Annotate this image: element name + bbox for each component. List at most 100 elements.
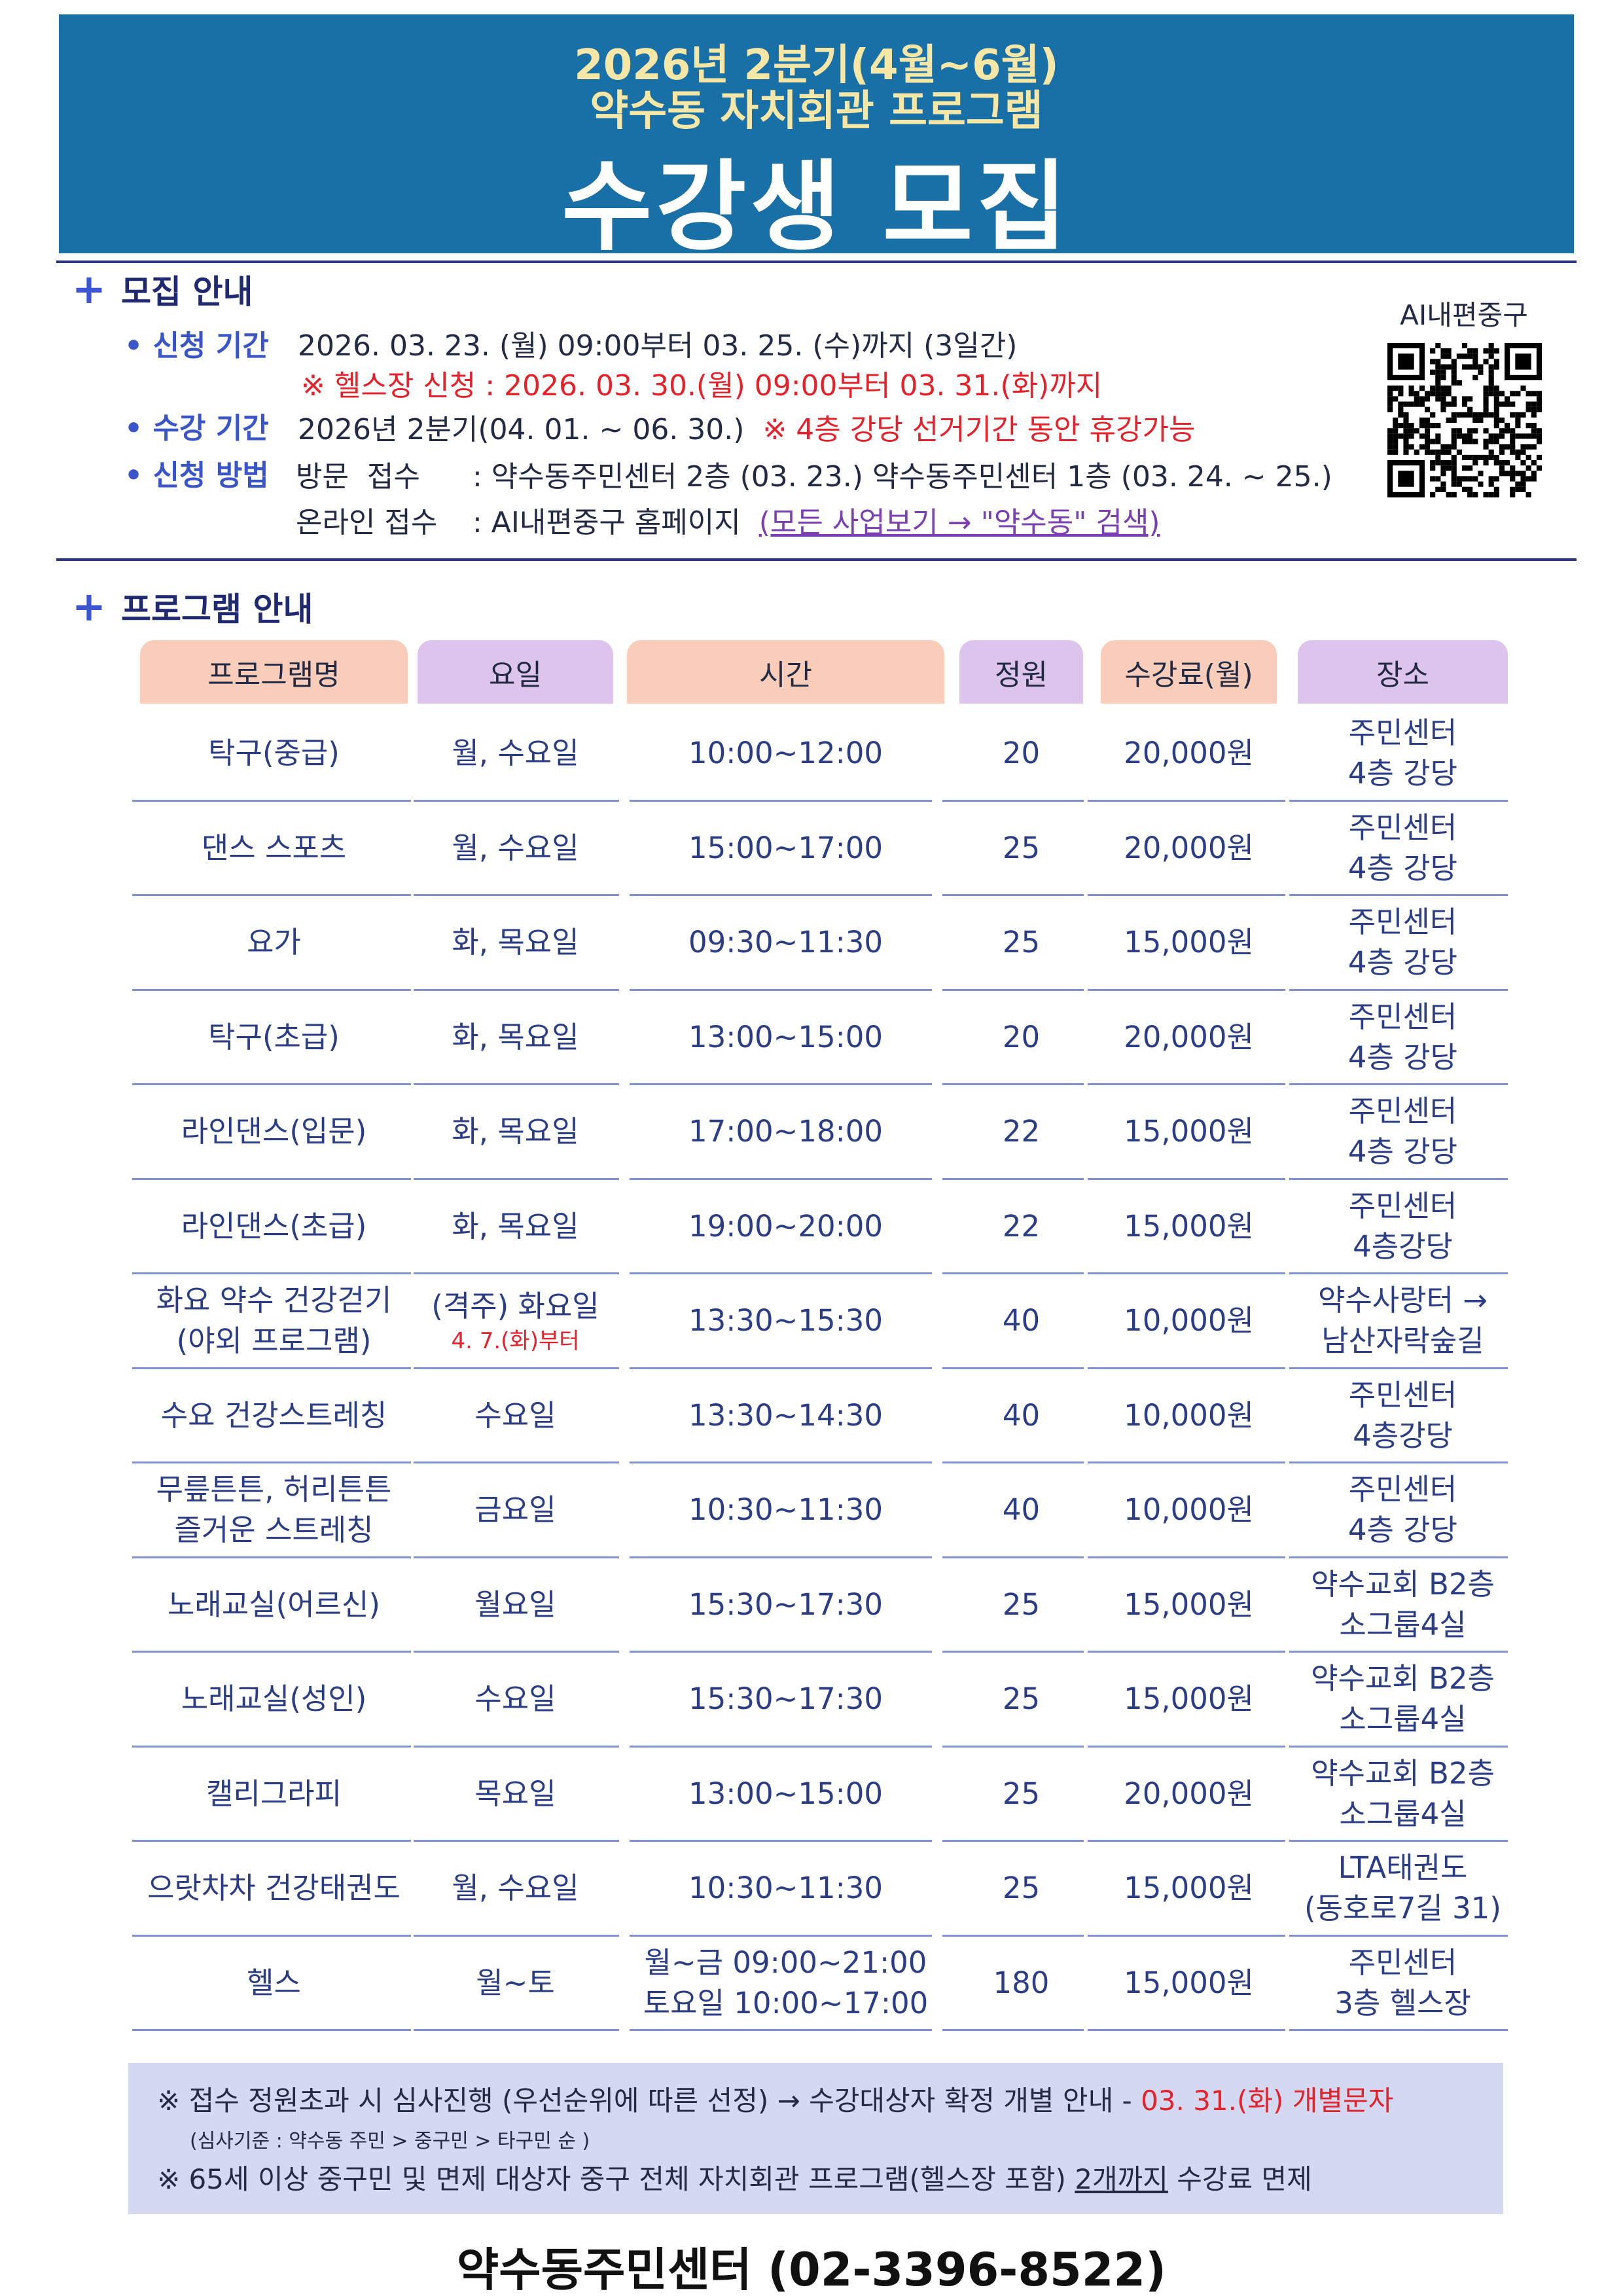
qr-module (1472, 364, 1478, 370)
cell-text: 25 (1002, 1587, 1041, 1622)
qr-module (1387, 433, 1393, 439)
note-line: ※ 접수 정원초과 시 심사진행 (우선순위에 따른 선정) → 수강대상자 확… (157, 2079, 1393, 2119)
cell-text: 탁구(중급) (208, 736, 340, 771)
row-divider (630, 1651, 932, 1653)
qr-module (1515, 412, 1521, 418)
qr-module (1435, 460, 1441, 466)
row-divider (1088, 1367, 1285, 1369)
cell-text: 25 (1002, 1776, 1041, 1811)
qr-module (1451, 417, 1457, 423)
qr-code[interactable] (1387, 343, 1542, 497)
qr-module (1435, 433, 1441, 439)
cell-text: 15,000원 (1124, 1965, 1254, 2000)
qr-module (1451, 412, 1457, 418)
cell-text: 10,000원 (1124, 1397, 1254, 1433)
qr-module (1505, 401, 1510, 407)
table-cell: 헬스 (140, 1936, 408, 2031)
qr-module (1461, 401, 1468, 407)
table-cell: 주민센터 4층강당 (1298, 1179, 1508, 1274)
qr-module (1387, 401, 1393, 407)
qr-module (1435, 439, 1441, 444)
cell-text: 13:30~14:30 (688, 1397, 883, 1433)
qr-module (1515, 454, 1521, 461)
qr-module (1483, 391, 1489, 397)
table-cell: 15:30~17:30 (627, 1558, 944, 1653)
qr-module (1472, 460, 1478, 466)
qr-module (1393, 439, 1399, 444)
qr-module (1531, 460, 1537, 466)
cell-text: 13:30~15:30 (688, 1303, 883, 1338)
table-cell: 10:00~12:00 (627, 706, 944, 801)
cell-text: 20,000원 (1124, 736, 1254, 771)
qr-module (1451, 444, 1457, 450)
cell-text: 40 (1002, 1397, 1041, 1433)
row-divider (942, 1651, 1084, 1653)
table-cell: 요가 (140, 895, 408, 990)
table-cell: 25 (959, 1841, 1083, 1936)
table-cell: 15,000원 (1101, 1558, 1277, 1653)
qr-module (1461, 396, 1468, 402)
qr-module (1515, 433, 1521, 439)
qr-module (1403, 428, 1409, 434)
qr-module (1403, 417, 1409, 423)
qr-module (1387, 444, 1393, 450)
row-divider (1289, 1934, 1508, 1937)
table-cell: 25 (959, 895, 1083, 990)
qr-module (1419, 396, 1425, 402)
cell-text: 주민센터 4층 강당 (1347, 1094, 1458, 1170)
header-line1: 2026년 2분기(4월~6월) (574, 41, 1059, 90)
qr-module (1483, 359, 1489, 365)
section-heading: 모집 안내 (121, 273, 253, 311)
table-cell: 10:30~11:30 (627, 1841, 944, 1936)
online-link[interactable]: (모든 사업보기 → "약수동" 검색) (758, 506, 1160, 539)
qr-module (1467, 492, 1473, 497)
qr-module (1456, 428, 1462, 434)
qr-module (1510, 465, 1516, 471)
qr-module (1440, 406, 1446, 412)
qr-module (1467, 396, 1473, 402)
cell-text: 25 (1002, 830, 1041, 865)
qr-module (1510, 433, 1516, 439)
table-cell: 약수교회 B2층 소그룹4실 (1298, 1747, 1508, 1842)
qr-module (1451, 359, 1457, 365)
qr-module (1488, 369, 1494, 375)
row-divider (1289, 2029, 1508, 2031)
qr-module (1461, 486, 1468, 492)
cell-text: 캘리그라피 (205, 1776, 342, 1811)
qr-module (1510, 449, 1516, 455)
qr-module (1467, 353, 1473, 359)
cell-text: 으랏차차 건강태권도 (147, 1871, 401, 1906)
table-cell: 22 (959, 1085, 1083, 1179)
qr-module (1430, 476, 1436, 482)
table-cell: 라인댄스(입문) (140, 1085, 408, 1179)
table-cell: 수요일 (418, 1369, 613, 1463)
qr-module (1424, 449, 1431, 455)
qr-module (1424, 417, 1431, 423)
qr-module (1430, 423, 1436, 429)
qr-module (1493, 359, 1499, 365)
qr-module (1440, 449, 1446, 455)
qr-module (1440, 364, 1446, 370)
cell-text: 수요일 (474, 1681, 556, 1717)
cell-text: 15,000원 (1124, 1208, 1254, 1244)
qr-module (1472, 417, 1478, 423)
qr-module (1467, 433, 1473, 439)
visit-label: 방문 접수 (296, 460, 420, 493)
table-cell: 월, 수요일 (418, 1841, 613, 1936)
qr-module (1446, 353, 1452, 359)
qr-module (1488, 481, 1494, 487)
qr-module (1531, 412, 1537, 418)
qr-module (1499, 401, 1505, 407)
cell-text: 17:00~18:00 (688, 1114, 883, 1149)
row-divider (132, 1840, 411, 1842)
qr-module (1525, 492, 1531, 497)
row-divider (630, 1462, 932, 1463)
table-cell: 주민센터 4층 강당 (1298, 1085, 1508, 1179)
qr-module (1525, 444, 1531, 450)
label: • 신청 방법 (124, 459, 269, 492)
table-cell: 10,000원 (1101, 1463, 1277, 1558)
row-divider (1289, 1177, 1508, 1180)
qr-module (1488, 433, 1494, 439)
qr-module (1446, 449, 1452, 455)
qr-module (1515, 353, 1531, 370)
